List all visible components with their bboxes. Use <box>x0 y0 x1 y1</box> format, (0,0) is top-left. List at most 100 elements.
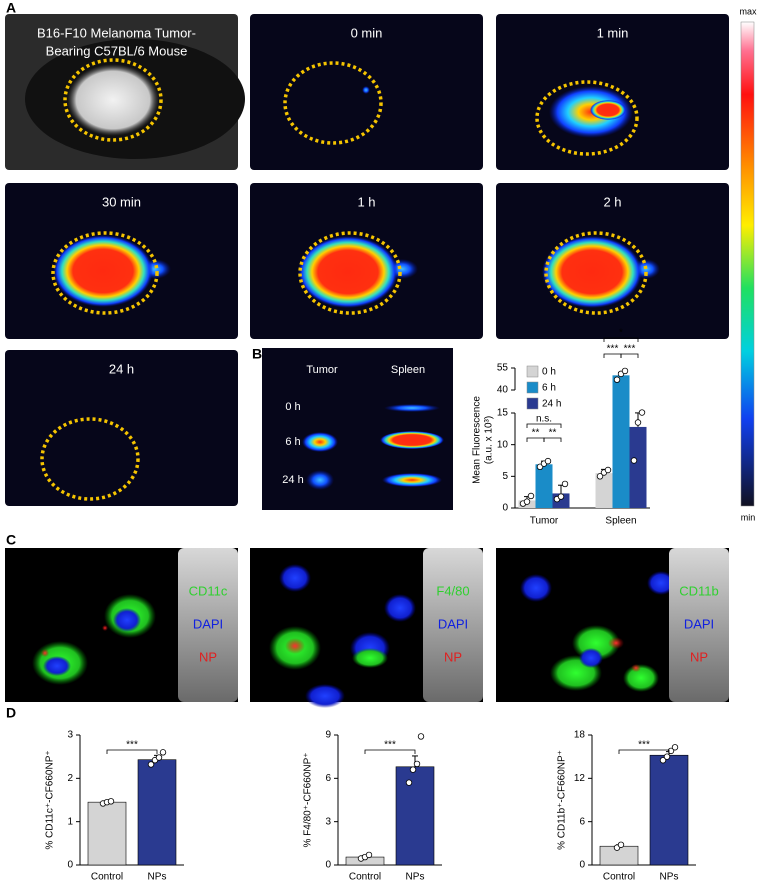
legend-swatch <box>526 397 539 410</box>
stain-strip <box>423 548 483 702</box>
colorbar <box>740 21 755 507</box>
y-tick-label: 40 <box>497 385 509 396</box>
y-tick-label: 10 <box>497 439 509 450</box>
cell <box>520 574 552 602</box>
significance-bracket <box>603 337 639 342</box>
tumor-outline <box>51 231 159 315</box>
data-point <box>365 851 373 859</box>
y-axis-label: (a.u. x 10³) <box>484 416 495 464</box>
stain-label: DAPI <box>684 616 714 631</box>
significance-bracket <box>364 749 416 754</box>
image-label: Bearing C57BL/6 Mouse <box>46 43 188 58</box>
legend-swatch <box>526 381 539 394</box>
legend-label: 6 h <box>542 383 556 394</box>
tumor-outline <box>40 417 140 501</box>
data-point <box>667 747 675 755</box>
bar <box>595 473 613 508</box>
data-point <box>621 367 629 375</box>
data-point <box>604 466 612 474</box>
data-point <box>107 798 115 805</box>
cell <box>631 664 641 672</box>
data-point <box>630 457 638 464</box>
y-tick-label: 1 <box>67 816 73 827</box>
x-tick-label: Spleen <box>605 516 636 527</box>
signal <box>302 432 338 452</box>
data-point <box>663 753 671 760</box>
tumor-outline <box>63 58 163 142</box>
signal <box>53 235 153 307</box>
y-tick-label: 2 <box>67 773 73 784</box>
image-label: 2 h <box>603 194 621 209</box>
signal <box>590 100 626 120</box>
cell <box>279 564 311 592</box>
significance: *** <box>384 740 396 751</box>
data-point <box>523 498 531 505</box>
data-point <box>613 376 621 383</box>
data-point <box>147 761 155 768</box>
cell <box>608 637 624 649</box>
x-tick-label: NPs <box>148 872 167 880</box>
panel-label: C <box>6 532 16 548</box>
stain-label: CD11b <box>679 583 719 598</box>
significance-bracket <box>106 749 158 754</box>
colorbar-max: max <box>739 6 757 16</box>
x-tick-label: Control <box>603 872 635 880</box>
tumor-outline <box>298 231 402 315</box>
y-axis-label: Mean Fluorescence <box>472 396 483 484</box>
tumor <box>67 64 159 136</box>
y-tick-label: 18 <box>574 730 586 741</box>
significance-bracket <box>543 437 562 442</box>
cell <box>384 594 416 622</box>
panel-label: A <box>6 0 16 16</box>
y-tick-label: 3 <box>67 730 73 741</box>
data-point <box>596 473 604 480</box>
data-point <box>417 733 425 740</box>
data-point <box>671 744 679 751</box>
legend-label: 0 h <box>542 367 556 378</box>
significance: *** <box>126 740 138 751</box>
cell <box>43 656 71 676</box>
bar <box>535 464 553 508</box>
cell <box>102 625 108 631</box>
panel-label: B <box>252 346 262 362</box>
colorbar-min: min <box>741 512 756 522</box>
stain-label: NP <box>444 649 462 664</box>
bar <box>395 766 435 866</box>
data-point <box>617 841 625 848</box>
tumor-outline <box>535 80 639 156</box>
row-label: 24 h <box>282 474 303 486</box>
significance: n.s. <box>536 414 552 425</box>
y-tick-label: 55 <box>497 363 509 374</box>
signal <box>384 404 440 412</box>
panel-label: D <box>6 705 16 721</box>
x-tick-label: NPs <box>406 872 425 880</box>
x-tick-label: Control <box>349 872 381 880</box>
signal <box>362 86 370 94</box>
significance-bracket <box>526 423 562 428</box>
y-tick-label: 15 <box>497 408 509 419</box>
data-point <box>155 754 163 761</box>
stain-label: F4/80 <box>436 583 469 598</box>
data-point <box>659 757 667 764</box>
stain-strip <box>178 548 238 702</box>
cell <box>647 571 675 595</box>
bar <box>629 426 647 508</box>
image-label: 0 min <box>351 25 383 40</box>
significance: *** <box>624 344 636 355</box>
image-label: 24 h <box>109 361 134 376</box>
stain-label: DAPI <box>438 616 468 631</box>
image-label: 1 min <box>597 25 629 40</box>
data-point <box>527 492 535 500</box>
row-label: 0 h <box>285 401 300 413</box>
cell <box>285 638 305 654</box>
significance-bracket <box>618 749 670 754</box>
significance: *** <box>638 740 650 751</box>
y-tick-label: 6 <box>579 816 585 827</box>
data-point <box>561 480 569 488</box>
data-point <box>413 760 421 768</box>
column-label: Tumor <box>306 364 338 376</box>
tumor-outline <box>544 231 648 315</box>
signal <box>542 236 642 308</box>
